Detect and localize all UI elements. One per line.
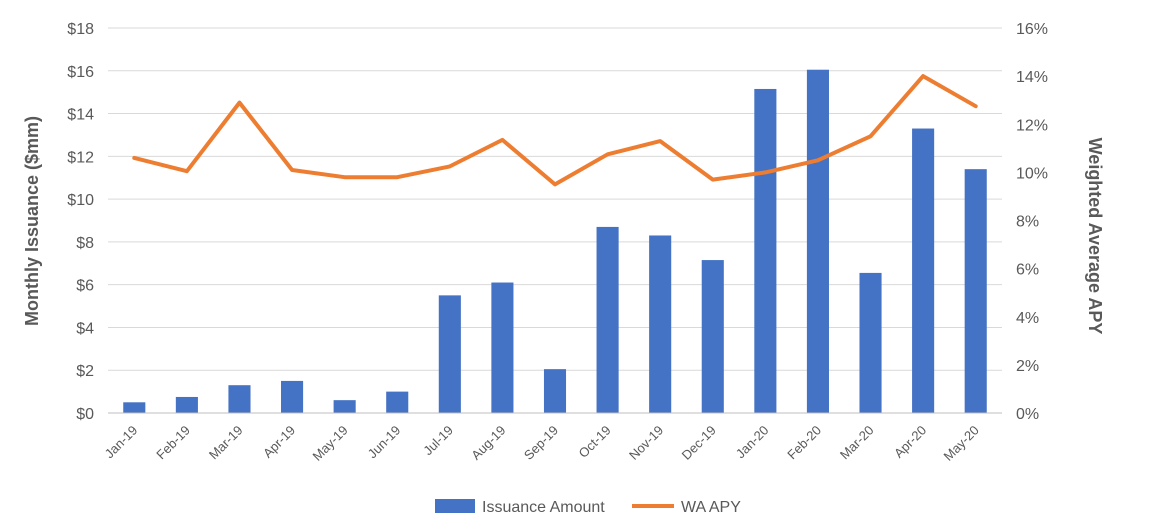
- left-tick-label: $10: [67, 192, 94, 209]
- bar-Feb-19: [175, 396, 198, 413]
- x-tick-label: Feb-19: [153, 423, 193, 463]
- x-tick-label: May-20: [941, 423, 982, 464]
- right-axis-title: Weighted Average APY: [1085, 138, 1105, 335]
- bar-Aug-19: [491, 282, 514, 413]
- bar-Apr-20: [912, 128, 935, 413]
- bar-May-19: [333, 400, 356, 413]
- x-tick-label: Jun-19: [365, 423, 404, 462]
- right-tick-label: 16%: [1016, 21, 1048, 38]
- left-axis-ticks: $0 $2 $4 $6 $8 $10 $12 $14 $16 $18: [67, 21, 94, 423]
- x-tick-label: Apr-19: [260, 423, 298, 461]
- x-tick-label: Nov-19: [626, 423, 666, 463]
- legend: Issuance Amount WA APY: [435, 499, 741, 516]
- bar-Jun-19: [386, 391, 409, 413]
- right-tick-label: 4%: [1016, 310, 1039, 327]
- bar-Jul-19: [438, 295, 461, 413]
- x-tick-label: Dec-19: [679, 423, 719, 463]
- bar-Mar-20: [859, 272, 882, 413]
- left-tick-label: $2: [76, 363, 94, 380]
- left-tick-label: $14: [67, 107, 94, 124]
- gridlines: [108, 27, 1002, 371]
- right-tick-label: 10%: [1016, 165, 1048, 182]
- x-tick-label: Jan-19: [102, 423, 141, 462]
- legend-label-issuance: Issuance Amount: [482, 499, 605, 516]
- right-tick-label: 12%: [1016, 117, 1048, 134]
- x-tick-label: May-19: [310, 423, 351, 464]
- right-axis-ticks: 0% 2% 4% 6% 8% 10% 12% 14% 16%: [1016, 21, 1048, 423]
- bar-May-20: [964, 169, 987, 413]
- left-tick-label: $8: [76, 235, 94, 252]
- x-tick-label: Sep-19: [521, 423, 561, 463]
- legend-swatch-issuance: [435, 499, 475, 513]
- left-tick-label: $18: [67, 21, 94, 38]
- x-tick-label: Aug-19: [468, 423, 508, 463]
- bar-Apr-19: [281, 380, 304, 413]
- bar-Feb-20: [806, 69, 829, 413]
- left-tick-label: $4: [76, 320, 94, 337]
- bar-Nov-19: [649, 235, 672, 413]
- right-tick-label: 14%: [1016, 69, 1048, 86]
- x-tick-label: Feb-20: [784, 423, 824, 463]
- left-tick-label: $12: [67, 149, 94, 166]
- issuance-bars: [123, 69, 987, 413]
- right-tick-label: 6%: [1016, 262, 1039, 279]
- bar-Sep-19: [543, 369, 567, 413]
- bar-Mar-19: [228, 385, 251, 413]
- x-axis-ticks: Jan-19 Feb-19 Mar-19 Apr-19 May-19 Jun-19 Jul-…: [102, 423, 982, 464]
- left-tick-label: $6: [76, 278, 94, 295]
- x-tick-label: Mar-19: [206, 423, 246, 463]
- left-axis-title: Monthly Issuance ($mm): [22, 116, 42, 326]
- apy-line: [132, 74, 978, 187]
- bar-Jan-19: [123, 402, 146, 413]
- right-tick-label: 0%: [1016, 406, 1039, 423]
- bar-Dec-19: [701, 260, 724, 413]
- bar-Jan-20: [754, 88, 777, 413]
- x-tick-label: Jul-19: [420, 423, 456, 459]
- bar-Oct-19: [596, 226, 619, 413]
- x-tick-label: Apr-20: [891, 423, 929, 461]
- apy-line-series: [132, 74, 978, 187]
- left-tick-label: $0: [76, 406, 94, 423]
- right-tick-label: 8%: [1016, 214, 1039, 231]
- right-tick-label: 2%: [1016, 358, 1039, 375]
- x-tick-label: Oct-19: [576, 423, 614, 461]
- x-tick-label: Mar-20: [837, 423, 877, 463]
- legend-label-apy: WA APY: [681, 499, 741, 516]
- x-tick-label: Jan-20: [733, 423, 772, 462]
- left-tick-label: $16: [67, 64, 94, 81]
